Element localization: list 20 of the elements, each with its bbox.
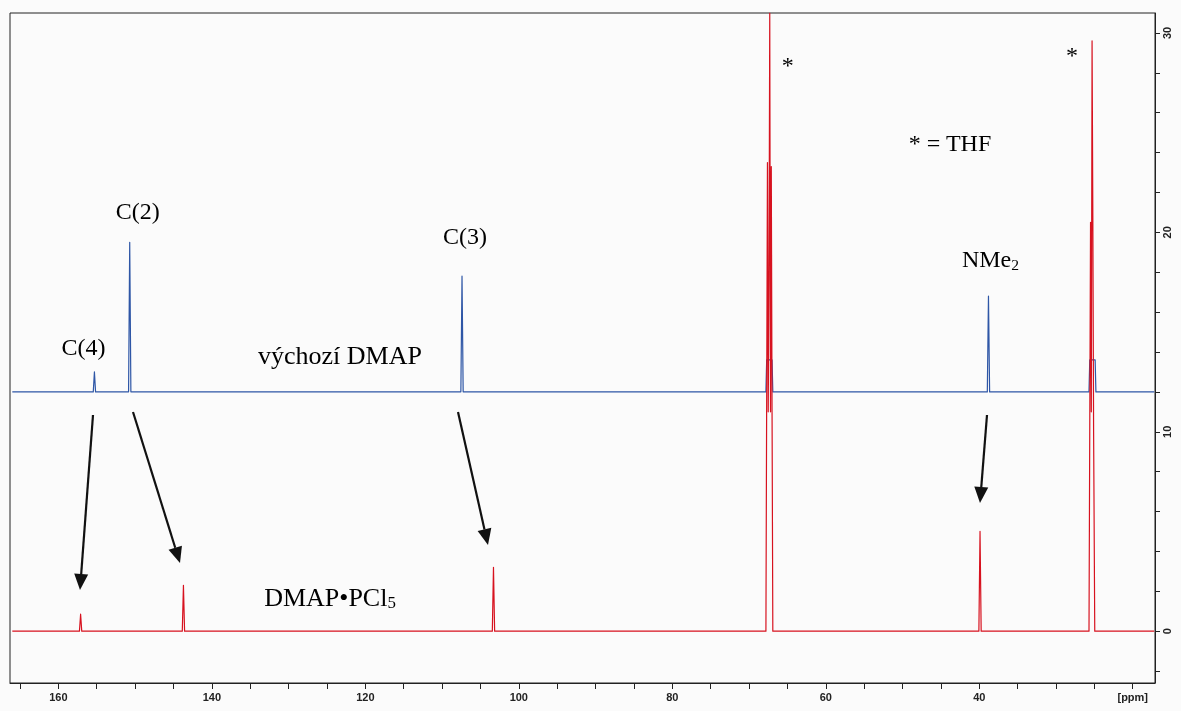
annotation: C(2) — [115, 198, 160, 225]
annotation: * — [1066, 41, 1079, 68]
x-tick-label: [ppm] — [1117, 690, 1149, 703]
annotation: C(4) — [61, 333, 106, 360]
y-tick-label: 20 — [1160, 226, 1173, 239]
line-series — [11, 12, 1155, 632]
x-tick-label: 120 — [356, 690, 375, 703]
series-label: výchozí DMAP — [258, 340, 422, 370]
y-tick-label: 0 — [1160, 628, 1173, 635]
y-tick-label: 10 — [1160, 425, 1173, 438]
x-tick-label: 60 — [819, 690, 832, 703]
x-tick-label: 80 — [666, 690, 679, 703]
x-tick-label: 40 — [973, 690, 986, 703]
annotation: * = THF — [908, 130, 992, 156]
x-tick-label: 100 — [509, 690, 528, 703]
annotation: C(3) — [443, 223, 488, 250]
x-tick-label: 160 — [49, 690, 68, 703]
annotation: * — [781, 52, 794, 78]
y-tick-label: 30 — [1160, 26, 1173, 40]
x-tick-label: 140 — [202, 690, 222, 703]
